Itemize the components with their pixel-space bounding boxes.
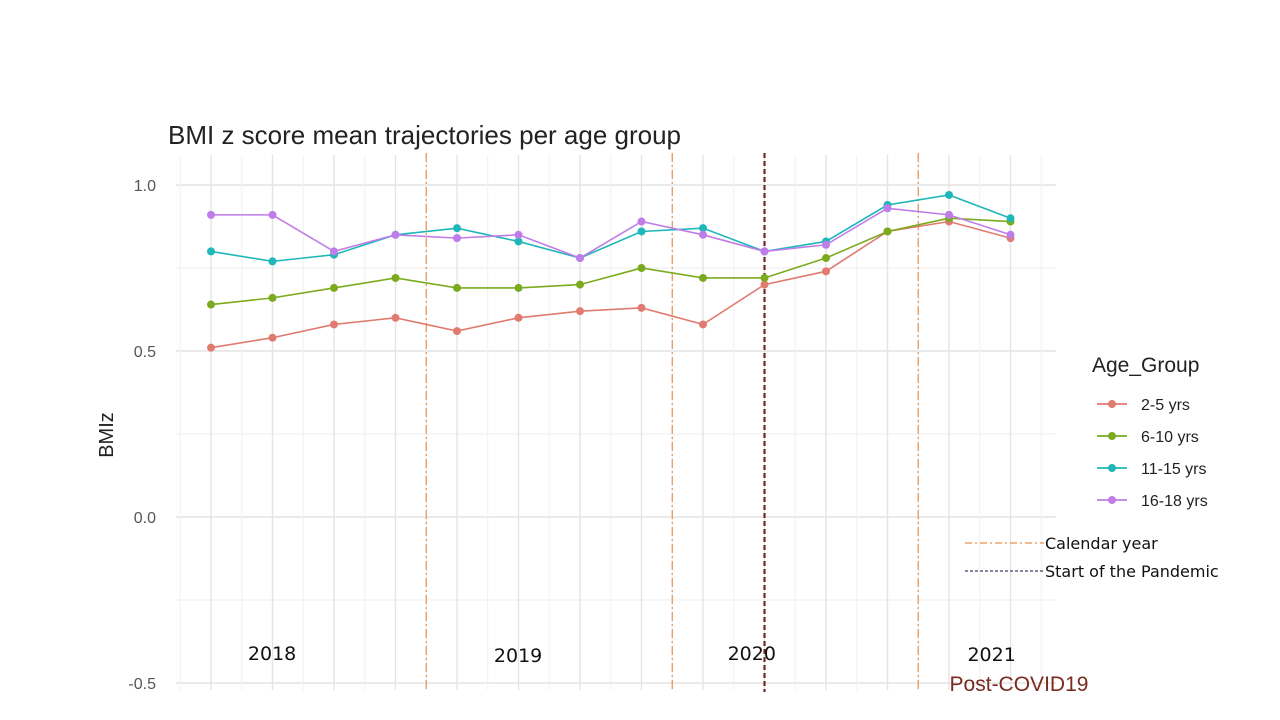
legend-label: 16-18 yrs [1141,493,1208,510]
data-point-2-5-yrs [760,280,769,289]
legend-key-point [1108,464,1116,472]
data-point-11-15-yrs [268,257,277,266]
y-tick-label: 0.5 [134,344,156,361]
legend-label: 11-15 yrs [1141,461,1207,478]
data-point-6-10-yrs [760,273,769,282]
data-point-11-15-yrs [637,227,646,236]
legend-key-point [1108,496,1116,504]
year-label-2019: 2019 [494,645,542,667]
series-layer [207,190,1015,352]
data-point-6-10-yrs [391,273,400,282]
data-point-6-10-yrs [576,280,584,289]
reference-lines-layer [425,153,919,692]
y-tick-label: -0.5 [128,676,156,693]
data-point-16-18-yrs [699,230,707,239]
legend-label: 2-5 yrs [1141,397,1190,414]
annotation-label: Calendar year [1045,534,1158,553]
series-line-2-5-yrs [210,220,1011,349]
legend-key-point [1108,400,1116,408]
data-point-6-10-yrs [330,283,338,292]
data-point-16-18-yrs [391,230,400,239]
data-point-2-5-yrs [514,313,523,322]
data-point-6-10-yrs [514,283,523,292]
legend: Age_Group 2-5 yrs 6-10 yrs 11-15 yrs 16-18 … [1092,354,1208,510]
legend-key-point [1108,432,1116,440]
data-point-16-18-yrs [453,234,461,243]
data-point-16-18-yrs [883,204,892,213]
data-point-2-5-yrs [330,320,338,329]
data-point-2-5-yrs [822,267,830,276]
chart-title: BMI z score mean trajectories per age gr… [168,120,681,150]
data-point-6-10-yrs [699,273,707,282]
legend-items: 2-5 yrs 6-10 yrs 11-15 yrs 16-18 yrs [1097,397,1208,510]
data-point-11-15-yrs [207,247,215,256]
series-line-6-10-yrs [210,217,1011,306]
legend-title: Age_Group [1092,354,1199,377]
data-point-11-15-yrs [1006,214,1015,223]
annotation-legend: Calendar year Start of the Pandemic [965,534,1219,581]
data-point-2-5-yrs [207,343,215,352]
label-layer: 1.0 0.5 0.0 -0.5 2018 2019 2020 2021 Post-COVID1… [128,178,1088,696]
data-point-16-18-yrs [1006,230,1015,239]
grid-layer [176,155,1056,690]
data-point-2-5-yrs [391,313,400,322]
year-label-2020: 2020 [728,643,776,665]
year-label-2018: 2018 [248,643,296,665]
y-axis-label: BMIz [96,412,118,458]
year-label-2021: 2021 [967,644,1015,666]
series-line-16-18-yrs [211,207,1011,259]
data-point-11-15-yrs [945,190,953,199]
data-point-2-5-yrs [637,303,646,312]
data-point-16-18-yrs [514,230,523,239]
data-point-16-18-yrs [268,210,277,219]
data-point-6-10-yrs [453,283,461,292]
data-point-6-10-yrs [883,227,892,236]
data-point-6-10-yrs [268,293,277,302]
data-point-16-18-yrs [822,240,830,249]
data-point-16-18-yrs [760,247,769,256]
series-line-11-15-yrs [210,194,1011,263]
data-point-16-18-yrs [637,217,646,226]
post-covid-label: Post-COVID19 [950,673,1089,696]
data-point-16-18-yrs [207,210,215,219]
data-point-16-18-yrs [945,210,953,219]
data-point-11-15-yrs [514,237,523,246]
data-point-6-10-yrs [207,300,215,309]
data-point-2-5-yrs [453,327,461,336]
data-point-2-5-yrs [699,320,707,329]
y-tick-label: 0.0 [134,510,156,527]
legend-label: 6-10 yrs [1141,429,1199,446]
data-point-2-5-yrs [576,307,584,316]
data-point-11-15-yrs [699,224,707,233]
data-point-6-10-yrs [637,264,646,272]
data-point-6-10-yrs [822,254,830,263]
annotation-label: Start of the Pandemic [1045,562,1219,581]
y-tick-label: 1.0 [134,178,156,195]
data-point-2-5-yrs [268,333,277,342]
data-point-16-18-yrs [576,254,584,263]
data-point-11-15-yrs [453,224,461,233]
data-point-16-18-yrs [330,247,338,256]
